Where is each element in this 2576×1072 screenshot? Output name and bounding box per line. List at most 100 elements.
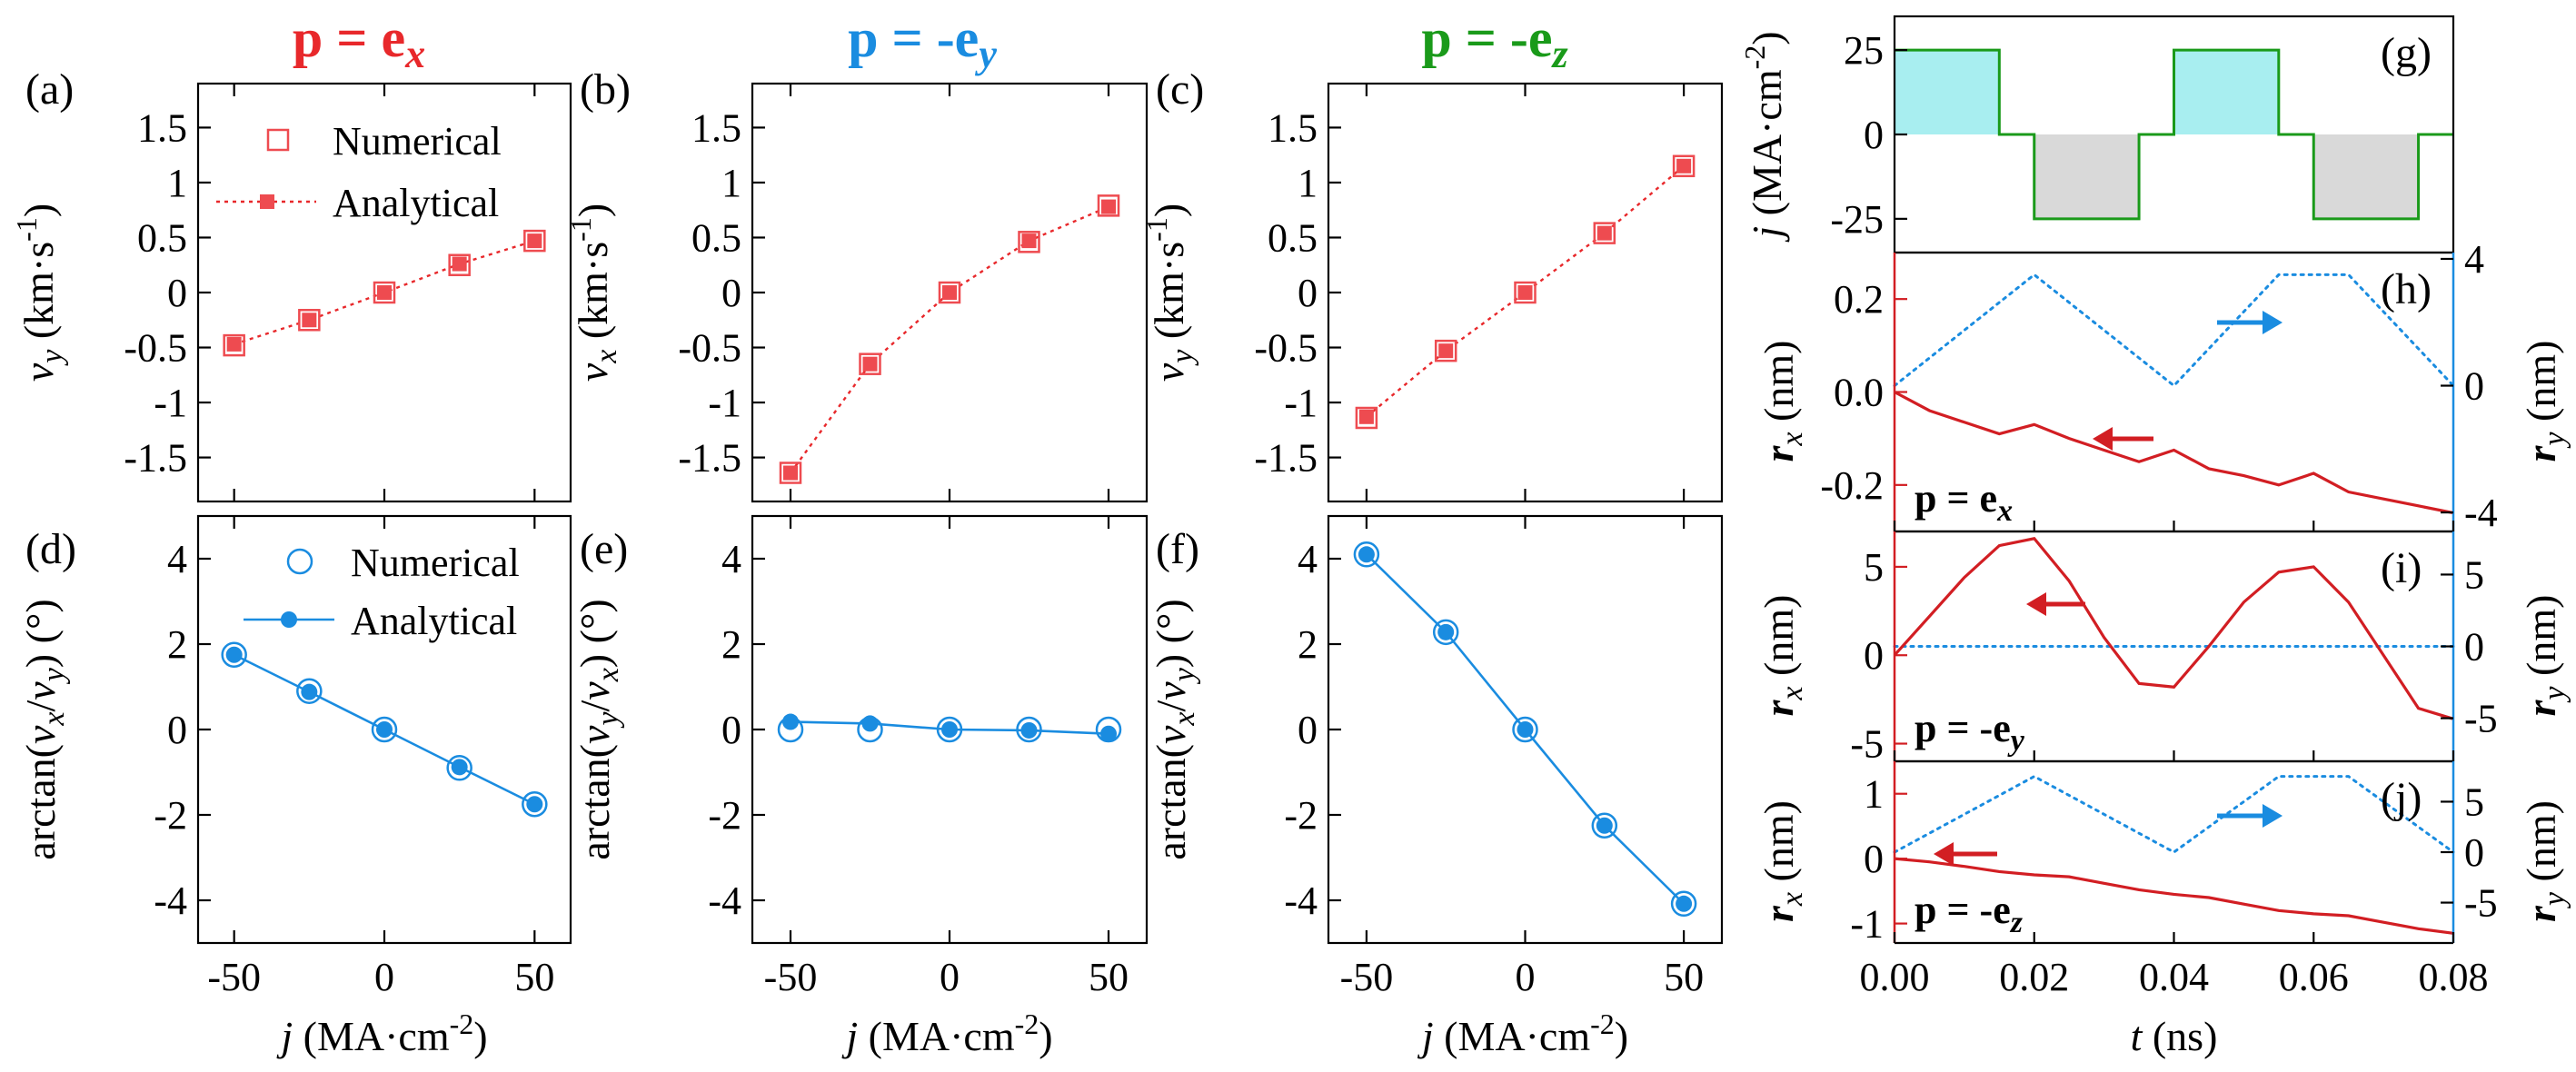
panel-h-ylabel-right: ry (nm)	[2518, 341, 2571, 462]
panel-c-ytick-label: -0.5	[1254, 326, 1318, 371]
panel-f-xtick-label: -50	[1340, 955, 1394, 999]
panel-a-point-numerical	[223, 333, 245, 357]
panel-j-ytick-label: 0	[1864, 837, 1884, 881]
panel-b-ytick-label: -1	[708, 381, 741, 425]
legend-a-point-numerical	[266, 128, 290, 152]
panel-f-point-numerical	[1512, 716, 1538, 743]
panel-c-ytick-label: -1.5	[1254, 436, 1318, 481]
panel-i-y2tick-label: -5	[2464, 697, 2498, 741]
panel-g-ytick-label: 0	[1864, 113, 1884, 157]
arrow-j-left-head	[1934, 842, 1954, 866]
panel-f-xtick-label: 0	[1516, 955, 1536, 999]
panel-f-point-analytical	[1596, 817, 1613, 834]
panel-c-point-numerical	[1672, 154, 1696, 178]
panel-j-xtick-label: 0.08	[2419, 955, 2489, 999]
panel-i-y2tick-label: 5	[2464, 552, 2484, 597]
panel-f-ytick-label: -4	[1284, 878, 1318, 923]
panel-e-point-analytical	[1100, 725, 1117, 742]
panel-j-y2tick-label: -5	[2464, 881, 2498, 926]
panel-h-rx-line	[1894, 391, 2454, 515]
panel-g-pulse-fill	[2313, 134, 2419, 219]
panel-d-point-analytical	[451, 759, 468, 776]
panel-c-ytick-label: 1	[1298, 161, 1318, 205]
panel-g-current-line	[1895, 48, 2453, 221]
panel-a-ytick-label: -1.5	[124, 436, 187, 481]
legend-a-numerical: Numerical	[333, 119, 502, 164]
panel-e-point-numerical	[1016, 716, 1042, 743]
panel-g-pulse-fill	[2034, 134, 2140, 219]
panel-b-ytick-label: 1	[721, 161, 741, 205]
panel-j-y2tick-label: 0	[2464, 830, 2484, 875]
panel-a-ytick-label: 1.5	[137, 105, 187, 150]
panel-c-letter: (c)	[1156, 65, 1204, 114]
panel-f-point-numerical	[1432, 619, 1459, 646]
panel-i-letter: (i)	[2381, 544, 2422, 592]
panel-g-ylabel: j (MA·cm-2)	[1738, 31, 1790, 242]
panel-j-xtick-label: 0.00	[1860, 955, 1930, 999]
panel-b-point-analytical	[1021, 233, 1037, 249]
panel-b-ytick-label: 0.5	[691, 215, 741, 260]
panel-d-letter: (d)	[25, 525, 76, 573]
panel-j-y2tick-label: 5	[2464, 779, 2484, 824]
panel-b-ytick-label: -0.5	[678, 326, 741, 371]
panel-b-ytick-label: 1.5	[691, 105, 741, 150]
panel-a-ytick-label: 0	[167, 271, 187, 315]
panel-h-ylabel-left: rx (nm)	[1755, 341, 1809, 462]
panel-d-ytick-label: 2	[167, 622, 187, 667]
panel-b-ytick-label: -1.5	[678, 436, 741, 481]
panel-d-ylabel: arctan(vx/vy) (°)	[17, 599, 71, 859]
panel-b-point-analytical	[942, 285, 957, 300]
legend-d-analytical: Analytical	[351, 599, 517, 643]
panel-f-ytick-label: 4	[1298, 537, 1318, 581]
panel-j-ry-line	[1893, 774, 2455, 854]
panel-a-point-analytical	[452, 256, 467, 272]
panel-f-ylabel: arctan(vx/vy) (°)	[1148, 599, 1201, 859]
panel-j-p-label: p = -ez	[1915, 888, 2024, 939]
arrow-h-left-head	[2093, 427, 2113, 451]
panel-d-point-analytical	[301, 683, 318, 700]
panel-h-p-label: p = ex	[1915, 476, 2013, 528]
panel-a-ylabel: vy (km·s-1)	[10, 203, 69, 382]
panel-f-ytick-label: 2	[1298, 622, 1318, 667]
arrow-i-left-head	[2026, 592, 2046, 616]
legend-d-point-analytical	[281, 611, 297, 628]
panel-h-y2tick-label: -4	[2464, 491, 2498, 535]
panel-c-point-numerical	[1514, 281, 1537, 304]
panel-f-xlabel: j (MA·cm-2)	[1417, 1007, 1628, 1059]
panel-d-point-numerical	[221, 641, 247, 668]
panel-e-point-analytical	[1020, 721, 1038, 739]
panel-g-ytick-label: 25	[1844, 28, 1884, 73]
panel-g-letter: (g)	[2381, 29, 2432, 77]
panel-a-ytick-label: 1	[167, 161, 187, 205]
panel-a-point-analytical	[302, 313, 317, 328]
panel-e-point-analytical	[861, 715, 879, 732]
panel-f-point-analytical	[1437, 623, 1455, 640]
panel-b-point-numerical	[1097, 194, 1120, 217]
panel-d-xtick-label: 50	[514, 955, 554, 999]
panel-b-point-analytical	[1101, 199, 1116, 214]
panel-d-point-numerical	[522, 791, 548, 818]
panel-d-xtick-label: 0	[374, 955, 394, 999]
panel-d-point-numerical	[446, 755, 472, 781]
panel-b-point-numerical	[859, 352, 881, 375]
panel-a-point-numerical	[448, 253, 471, 276]
panel-i-y2tick-label: 0	[2464, 625, 2484, 670]
panel-a-point-numerical	[298, 309, 321, 332]
panel-i-rx-line	[1893, 537, 2454, 720]
panel-j-ylabel-right: ry (nm)	[2518, 800, 2571, 922]
panel-d-ytick-label: 0	[167, 708, 187, 752]
panel-d-xlabel: j (MA·cm-2)	[276, 1007, 487, 1059]
panel-a-point-analytical	[226, 336, 242, 352]
panel-h-y2tick-label: 4	[2464, 237, 2484, 282]
panel-f-point-numerical	[1670, 890, 1697, 918]
legend-d-numerical: Numerical	[351, 541, 520, 585]
panel-b-point-analytical	[862, 356, 878, 372]
panel-j-ytick-label: -1	[1850, 902, 1884, 947]
panel-d-ytick-label: -2	[154, 793, 187, 838]
panel-c-ytick-label: 0	[1298, 271, 1318, 315]
panel-e-ytick-label: 4	[721, 537, 741, 581]
panel-h-ry-line	[1893, 273, 2455, 388]
header-p-ex: p = ex	[293, 8, 425, 76]
panel-j-xtick-label: 0.02	[1999, 955, 2069, 999]
